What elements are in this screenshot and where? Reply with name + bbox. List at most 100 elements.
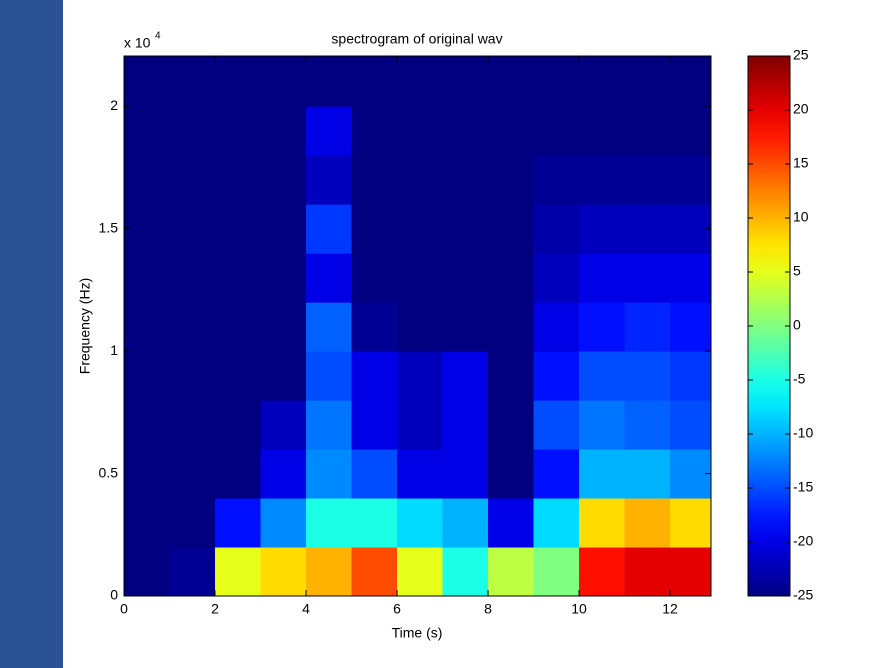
colorbar-tick-label: -5 (793, 371, 806, 387)
heatmap-cell (624, 253, 671, 303)
heatmap-cell (306, 302, 353, 352)
heatmap-cell (579, 449, 626, 499)
heatmap-cell (169, 449, 216, 499)
heatmap-cell (215, 498, 262, 548)
heatmap-cell (124, 400, 171, 450)
x-tick-label: 8 (484, 601, 492, 617)
heatmap-cell (215, 204, 262, 254)
heatmap-cell (351, 302, 398, 352)
heatmap-cell (533, 106, 580, 156)
heatmap-cell (351, 57, 398, 107)
heatmap-cell (215, 253, 262, 303)
heatmap-cell (488, 204, 535, 254)
heatmap-cell (624, 449, 671, 499)
heatmap-cell (169, 155, 216, 205)
heatmap-cell (533, 302, 580, 352)
heatmap-cell (351, 155, 398, 205)
heatmap-cell (215, 155, 262, 205)
heatmap-cell (579, 302, 626, 352)
heatmap-cell (624, 302, 671, 352)
colorbar-tick-label: -20 (793, 533, 813, 549)
heatmap-cell (579, 498, 626, 548)
heatmap-cell (670, 400, 711, 450)
heatmap-cell (670, 57, 711, 107)
y-multiplier: x 10 (124, 35, 151, 51)
heatmap-cell (260, 400, 307, 450)
heatmap-cell (442, 302, 489, 352)
colorbar-tick-label: -15 (793, 479, 813, 495)
heatmap-cell (397, 400, 444, 450)
heatmap-cell (124, 302, 171, 352)
heatmap-cell (624, 547, 671, 596)
heatmap-cell (670, 106, 711, 156)
y-tick-label: 1.5 (99, 219, 119, 235)
heatmap-cell (624, 204, 671, 254)
heatmap-cell (397, 253, 444, 303)
heatmap-cell (670, 351, 711, 401)
heatmap-cell (579, 400, 626, 450)
heatmap-cell (306, 106, 353, 156)
heatmap-cell (306, 253, 353, 303)
heatmap-cell (533, 498, 580, 548)
heatmap-cell (397, 498, 444, 548)
heatmap-cell (215, 547, 262, 596)
heatmap-cell (442, 57, 489, 107)
heatmap-cell (306, 400, 353, 450)
colorbar-tick-label: 0 (793, 317, 801, 333)
heatmap-cell (624, 498, 671, 548)
heatmap-cell (488, 449, 535, 499)
heatmap-cell (169, 351, 216, 401)
x-tick-label: 4 (302, 601, 310, 617)
heatmap-cell (215, 302, 262, 352)
heatmap-cell (670, 253, 711, 303)
heatmap-cell (579, 57, 626, 107)
heatmap-cell (624, 57, 671, 107)
heatmap-cell (670, 204, 711, 254)
heatmap-cell (260, 302, 307, 352)
heatmap-cell (624, 351, 671, 401)
heatmap-cell (169, 204, 216, 254)
y-tick-label: 0 (110, 587, 118, 603)
colorbar-tick-label: 10 (793, 209, 809, 225)
heatmap-cell (579, 253, 626, 303)
heatmap-cell (624, 155, 671, 205)
heatmap-cell (533, 253, 580, 303)
heatmap-cell (533, 400, 580, 450)
heatmap-cell (124, 106, 171, 156)
colorbar-tick-label: -25 (793, 587, 813, 603)
heatmap-cell (442, 155, 489, 205)
heatmap-cell (306, 449, 353, 499)
heatmap-cell (533, 57, 580, 107)
heatmap-cell (124, 449, 171, 499)
heatmap-cell (533, 155, 580, 205)
heatmap-cell (169, 302, 216, 352)
heatmap-cell (260, 351, 307, 401)
heatmap-cell (169, 57, 216, 107)
heatmap-cell (397, 106, 444, 156)
heatmap-cell (351, 498, 398, 548)
heatmap-cell (260, 253, 307, 303)
heatmap-cell (670, 302, 711, 352)
heatmap-cell (624, 400, 671, 450)
heatmap-cell (533, 204, 580, 254)
heatmap-cell (488, 351, 535, 401)
heatmap-cell (260, 547, 307, 596)
heatmap-cell (351, 253, 398, 303)
heatmap-cell (306, 204, 353, 254)
x-tick-label: 6 (393, 601, 401, 617)
y-tick-label: 1 (110, 342, 118, 358)
heatmap-cell (579, 547, 626, 596)
x-tick-label: 10 (571, 601, 587, 617)
heatmap-cell (533, 547, 580, 596)
colorbar-tick-label: 25 (793, 47, 809, 63)
x-axis-label: Time (s) (392, 625, 443, 641)
heatmap-cell (124, 57, 171, 107)
heatmap-cell (488, 498, 535, 548)
heatmap-cell (124, 155, 171, 205)
y-axis-label: Frequency (Hz) (77, 278, 93, 374)
heatmap-cell (488, 57, 535, 107)
heatmap-cell (351, 106, 398, 156)
heatmap-cell (488, 400, 535, 450)
heatmap-cell (397, 302, 444, 352)
heatmap-cell (488, 547, 535, 596)
